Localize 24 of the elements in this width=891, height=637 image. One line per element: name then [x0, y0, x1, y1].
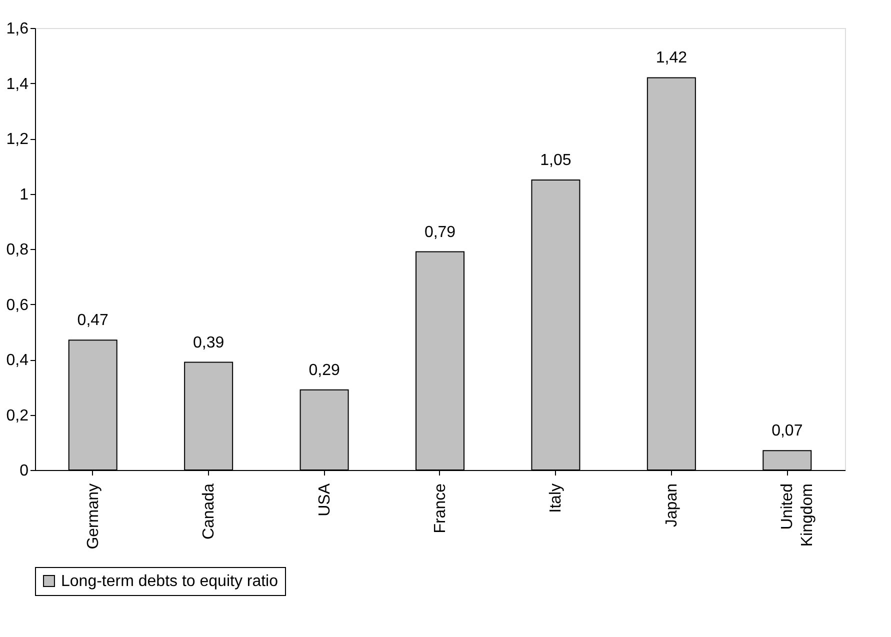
y-tick-label: 0,2 [6, 407, 29, 424]
x-tick-label: United Kingdom [779, 484, 816, 547]
legend-label: Long-term debts to equity ratio [61, 573, 278, 590]
y-tick-label: 1 [20, 186, 29, 204]
data-label: 1,42 [656, 50, 688, 67]
x-tick-label: Italy [548, 484, 565, 513]
y-tick-label: 1,2 [6, 131, 29, 148]
data-label: 0,39 [193, 334, 224, 352]
y-tick-label: 0 [20, 462, 29, 480]
y-tick-label: 1,4 [6, 76, 29, 93]
x-tick-label: Japan [663, 484, 680, 528]
y-tick-label: 1,6 [6, 20, 29, 38]
x-tick-label: Germany [84, 484, 102, 550]
y-tick-label: 0,8 [6, 242, 29, 258]
y-tick-label: 0,6 [6, 296, 29, 314]
x-tick-label: Canada [200, 483, 218, 540]
data-label: 0,79 [424, 224, 456, 241]
data-label: 0,29 [308, 362, 340, 379]
data-label: 0,47 [77, 312, 109, 330]
data-label: 1,05 [540, 152, 572, 169]
x-tick-label: France [432, 483, 449, 534]
data-label: 0,07 [772, 422, 803, 440]
x-tick-label: USA [316, 483, 334, 516]
y-tick-label: 0,4 [6, 352, 29, 369]
